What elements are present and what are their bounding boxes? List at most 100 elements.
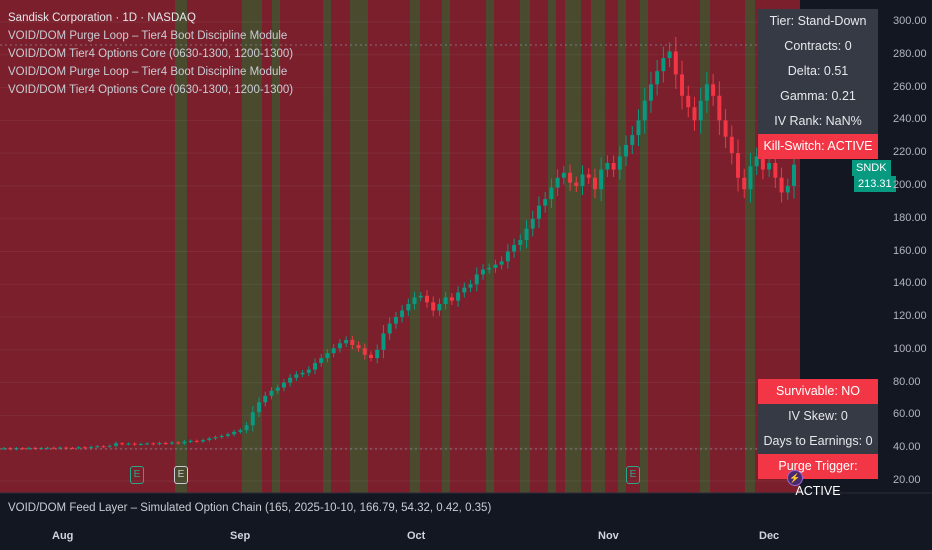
candle-body	[188, 440, 193, 442]
y-tick-label: 20.00	[893, 474, 921, 486]
session-band-olive	[640, 0, 648, 493]
candle-body	[95, 446, 100, 448]
earnings-event-icon[interactable]: E	[174, 466, 188, 484]
candle-body	[549, 187, 554, 200]
candle-body	[736, 153, 741, 178]
candle-body	[33, 447, 38, 449]
candle-body	[704, 84, 709, 101]
candle-body	[163, 442, 168, 444]
candle-body	[493, 264, 498, 268]
indicator-label[interactable]: VOID/DOM Purge Loop – Tier4 Boot Discipl…	[8, 66, 288, 78]
candle-body	[536, 205, 541, 219]
session-band-olive	[565, 0, 581, 493]
candle-body	[437, 303, 442, 311]
candle-body	[113, 443, 118, 446]
candle-body	[39, 448, 44, 450]
session-band-olive	[618, 0, 626, 493]
candle-body	[238, 430, 243, 432]
candle-body	[325, 353, 330, 359]
iv-skew-cell: IV Skew: 0	[758, 404, 878, 429]
feed-layer-label[interactable]: VOID/DOM Feed Layer – Simulated Option C…	[8, 502, 492, 514]
candle-body	[456, 292, 461, 301]
candle-body	[568, 172, 573, 183]
candle-body	[723, 120, 728, 137]
candle-body	[773, 162, 778, 178]
earnings-event-icon[interactable]: E	[626, 466, 640, 484]
candle-body	[418, 295, 423, 298]
candle-body	[250, 412, 255, 426]
candle-body	[89, 446, 94, 448]
candle-body	[331, 348, 336, 354]
symbol-title[interactable]: Sandisk Corporation · 1D · NASDAQ	[8, 12, 196, 24]
candle-body	[45, 447, 50, 449]
indicator-label[interactable]: VOID/DOM Purge Loop – Tier4 Boot Discipl…	[8, 30, 288, 42]
candle-body	[387, 323, 392, 334]
candle-body	[499, 261, 504, 265]
candle-body	[132, 443, 137, 445]
tier-cell: Tier: Stand-Down	[758, 9, 878, 34]
y-tick-label: 60.00	[893, 408, 921, 421]
candle-body	[400, 310, 405, 318]
candle-body	[605, 162, 610, 170]
candle-body	[443, 297, 448, 304]
candle-body	[673, 51, 678, 75]
kill-switch-cell: Kill-Switch: ACTIVE	[758, 134, 878, 159]
candle-body	[225, 434, 230, 436]
y-tick-label: 40.00	[893, 441, 921, 454]
y-tick-label: 200.00	[893, 178, 927, 191]
session-band-olive	[548, 0, 556, 493]
candle-body	[294, 374, 299, 378]
candle-body	[785, 185, 790, 193]
candle-body	[574, 182, 579, 186]
session-band-red	[0, 0, 800, 493]
candle-body	[474, 274, 479, 285]
candle-body	[686, 95, 691, 108]
candle-body	[630, 135, 635, 145]
session-band-olive	[520, 0, 530, 493]
lightning-icon[interactable]: ⚡	[787, 470, 803, 486]
candle-body	[244, 425, 249, 431]
candle-body	[107, 445, 112, 447]
candle-body	[2, 448, 6, 450]
earnings-event-icon[interactable]: E	[130, 466, 144, 484]
candle-body	[393, 317, 398, 324]
candle-body	[26, 447, 31, 449]
candle-body	[182, 441, 187, 444]
indicator-label[interactable]: VOID/DOM Tier4 Options Core (0630-1300, …	[8, 84, 294, 96]
candle-body	[561, 172, 566, 178]
x-tick-label: Oct	[407, 530, 426, 542]
candle-body	[213, 437, 218, 439]
candle-body	[269, 390, 274, 396]
candle-body	[306, 369, 311, 373]
candle-body	[530, 218, 535, 229]
candle-body	[655, 71, 660, 85]
time-axis[interactable]	[0, 520, 932, 550]
candle-body	[431, 302, 436, 311]
candle-body	[767, 162, 772, 170]
candle-body	[661, 58, 666, 72]
session-band-olive	[442, 0, 450, 493]
candle-body	[82, 447, 87, 449]
candle-body	[313, 362, 318, 370]
candle-body	[642, 100, 647, 121]
y-tick-label: 280.00	[893, 47, 927, 60]
candle-body	[356, 344, 361, 349]
status-table-top: Tier: Stand-Down Contracts: 0 Delta: 0.5…	[758, 9, 878, 159]
candle-body	[76, 447, 81, 449]
candle-body	[263, 395, 268, 403]
candle-body	[275, 387, 280, 391]
candle-body	[337, 343, 342, 349]
grid-lines	[0, 21, 800, 482]
candle-body	[711, 84, 716, 96]
session-band-olive	[242, 0, 262, 493]
gamma-cell: Gamma: 0.21	[758, 84, 878, 109]
indicator-label[interactable]: VOID/DOM Tier4 Options Core (0630-1300, …	[8, 48, 294, 60]
y-tick-label: 260.00	[893, 80, 927, 93]
candle-body	[375, 349, 380, 359]
candle-body	[194, 440, 199, 442]
candle-body	[201, 440, 206, 442]
candle-body	[20, 448, 25, 450]
candle-body	[717, 95, 722, 121]
status-table-bottom: Survivable: NO IV Skew: 0 Days to Earnin…	[758, 379, 878, 498]
y-tick-label: 140.00	[893, 277, 927, 290]
